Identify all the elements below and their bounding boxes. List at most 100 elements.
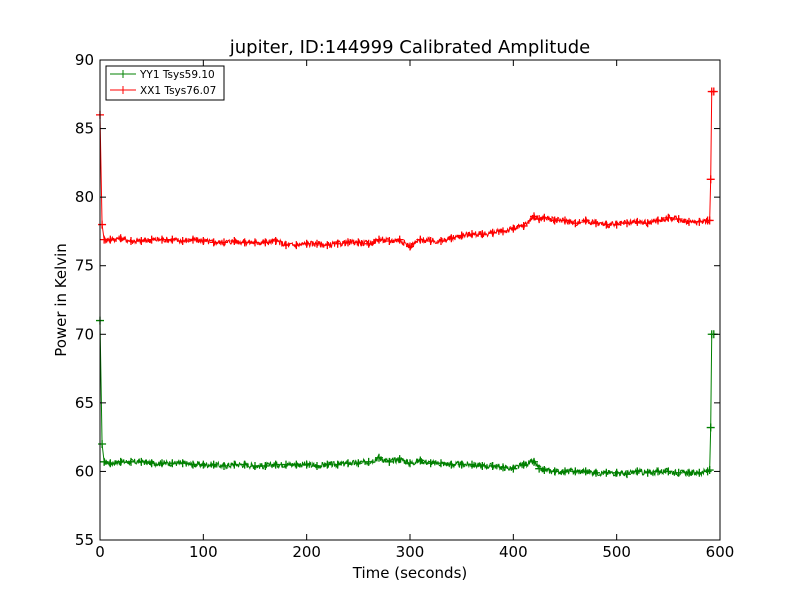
series-1-point [344,238,352,247]
series-0-point [189,460,197,469]
series-0-point [344,459,352,468]
x-tick-label: 300 [396,543,425,561]
series-0-point [147,459,156,468]
x-tick-label: 0 [95,543,105,561]
series-0-point [292,460,301,469]
series-1-point [633,217,642,226]
series-0-point [106,459,115,468]
series-0-point [271,460,280,469]
series-0-point [478,461,487,470]
legend: YY1 Tsys59.10 XX1 Tsys76.07 [105,65,225,101]
series-0-point [375,453,383,462]
series-1-point [333,239,342,248]
x-tick-label: 500 [602,543,631,561]
series-0-point [282,460,290,469]
series-0-point [695,468,704,477]
series-0-point [447,460,456,469]
series-1-point [220,238,228,247]
series-0-point [530,457,538,466]
series-1-point [178,237,187,246]
series-1-point [127,237,135,246]
series-1-point [385,237,394,246]
y-tick-label: 85 [75,120,94,138]
series-1-point [292,241,301,250]
series-0-point [251,461,259,470]
series-1-point [685,217,693,226]
series-1-point [406,242,414,251]
series-0-point [100,457,109,466]
series-0-point [519,460,528,469]
legend-marker-yy1 [119,70,127,78]
series-1-point [488,228,497,237]
series-0-point [488,461,497,470]
series-0-point [437,459,445,468]
y-tick-label: 80 [75,188,94,206]
x-axis-label: Time (seconds) [352,564,468,582]
y-tick-label: 65 [75,394,94,412]
series-1-point [116,234,125,243]
y-axis-label: Power in Kelvin [52,243,70,357]
series-0-point [395,455,404,464]
series-0-point [550,467,559,476]
series-0-point [385,457,394,466]
series-1-point [535,215,544,224]
series-1-point [199,237,208,246]
series-0-point [633,467,642,476]
series-1-point [705,216,714,225]
series-0-point [302,460,311,469]
series-0-point [406,459,414,468]
legend-marker-xx1 [119,86,127,94]
series-1-point [623,219,631,228]
series-1-point [478,230,487,239]
series-1 [96,87,718,251]
series-0-point [602,468,611,477]
series-0-point [220,461,228,470]
series-1-point [457,231,466,240]
series-0-point [240,460,249,469]
x-tick-label: 100 [189,543,218,561]
series-0-point [333,460,342,469]
series-0-point [540,466,549,475]
series-1-point [158,235,166,244]
series-1-point [230,237,239,246]
series-0-point [535,464,544,473]
series-1-line-1 [103,214,710,251]
series-0-point [664,467,673,476]
series-1-point [240,238,249,247]
series-0-point [581,467,590,476]
series-0-point [706,423,715,432]
y-tick-label: 75 [75,257,94,275]
series-0-point [654,467,662,476]
series-1-point [302,239,311,248]
series-1-point [695,217,704,226]
series-0-point [499,463,507,472]
series-1-point [271,237,280,246]
series-1-point [375,235,383,244]
y-tick-label: 60 [75,462,94,480]
series-1-point [674,215,683,224]
series-1-point [571,219,580,228]
series-1-point [282,241,290,250]
legend-label-xx1: XX1 Tsys76.07 [140,85,216,97]
series-1-point [664,213,673,222]
series-1-point [98,220,107,229]
series-1-point [189,235,197,244]
series-0-point [230,460,239,469]
series-1-point [612,220,621,229]
series-1-point [643,219,652,228]
series-1-point [561,216,569,225]
series-1-point [519,221,528,230]
series-1-point [509,224,518,233]
series-0-point [178,459,187,468]
series-1-point [592,219,600,228]
series-0-point [705,466,714,475]
series-0-point [261,461,270,470]
y-tick-label: 55 [75,531,94,549]
series-0-point [354,459,363,468]
series-0-point [168,459,177,468]
series-0-point [457,460,466,469]
series-0-line-1 [104,453,710,478]
series-1-point [364,239,373,248]
series-1-point [323,241,332,250]
legend-box [105,65,225,101]
